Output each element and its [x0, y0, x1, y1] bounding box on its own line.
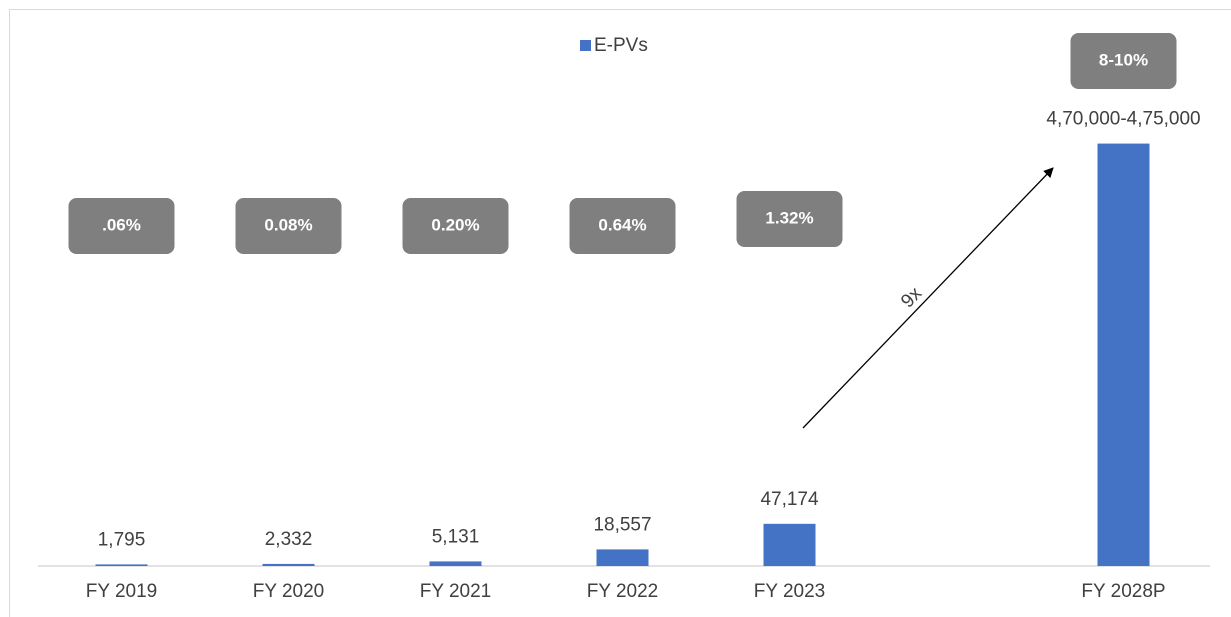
bar [429, 561, 482, 566]
x-tick-label: FY 2019 [86, 581, 157, 602]
data-label: 2,332 [265, 529, 313, 550]
share-badge [68, 198, 175, 254]
share-badge [235, 198, 342, 254]
data-label: 4,70,000-4,75,000 [1046, 109, 1200, 130]
data-label: 18,557 [593, 514, 651, 535]
share-badge [569, 198, 676, 254]
share-label: 8-10% [1099, 50, 1148, 69]
x-tick-label: FY 2020 [253, 581, 324, 602]
data-label: 5,131 [432, 526, 480, 547]
share-label: 0.20% [431, 215, 479, 234]
bar [95, 564, 148, 566]
share-badge [736, 191, 843, 247]
data-label: 47,174 [760, 489, 819, 510]
x-tick-label: FY 2022 [587, 581, 658, 602]
data-label: 1,795 [98, 529, 146, 550]
share-label: 0.08% [264, 215, 312, 234]
legend-swatch [580, 40, 591, 51]
share-label: .06% [102, 215, 141, 234]
x-tick-label: FY 2021 [420, 581, 491, 602]
share-label: 0.64% [598, 215, 646, 234]
share-label: 1.32% [765, 208, 813, 227]
growth-annotation: 9x [897, 283, 926, 312]
x-tick-label: FY 2023 [754, 581, 825, 602]
bar [1097, 143, 1150, 566]
x-tick-label: FY 2028P [1081, 581, 1165, 602]
share-badge [402, 198, 509, 254]
bar [262, 563, 315, 566]
legend-label: E-PVs [594, 35, 648, 56]
bar [596, 549, 649, 566]
share-badge [1070, 33, 1177, 89]
chart-border [9, 9, 1231, 617]
bar [763, 523, 816, 566]
growth-arrow [802, 167, 1054, 429]
